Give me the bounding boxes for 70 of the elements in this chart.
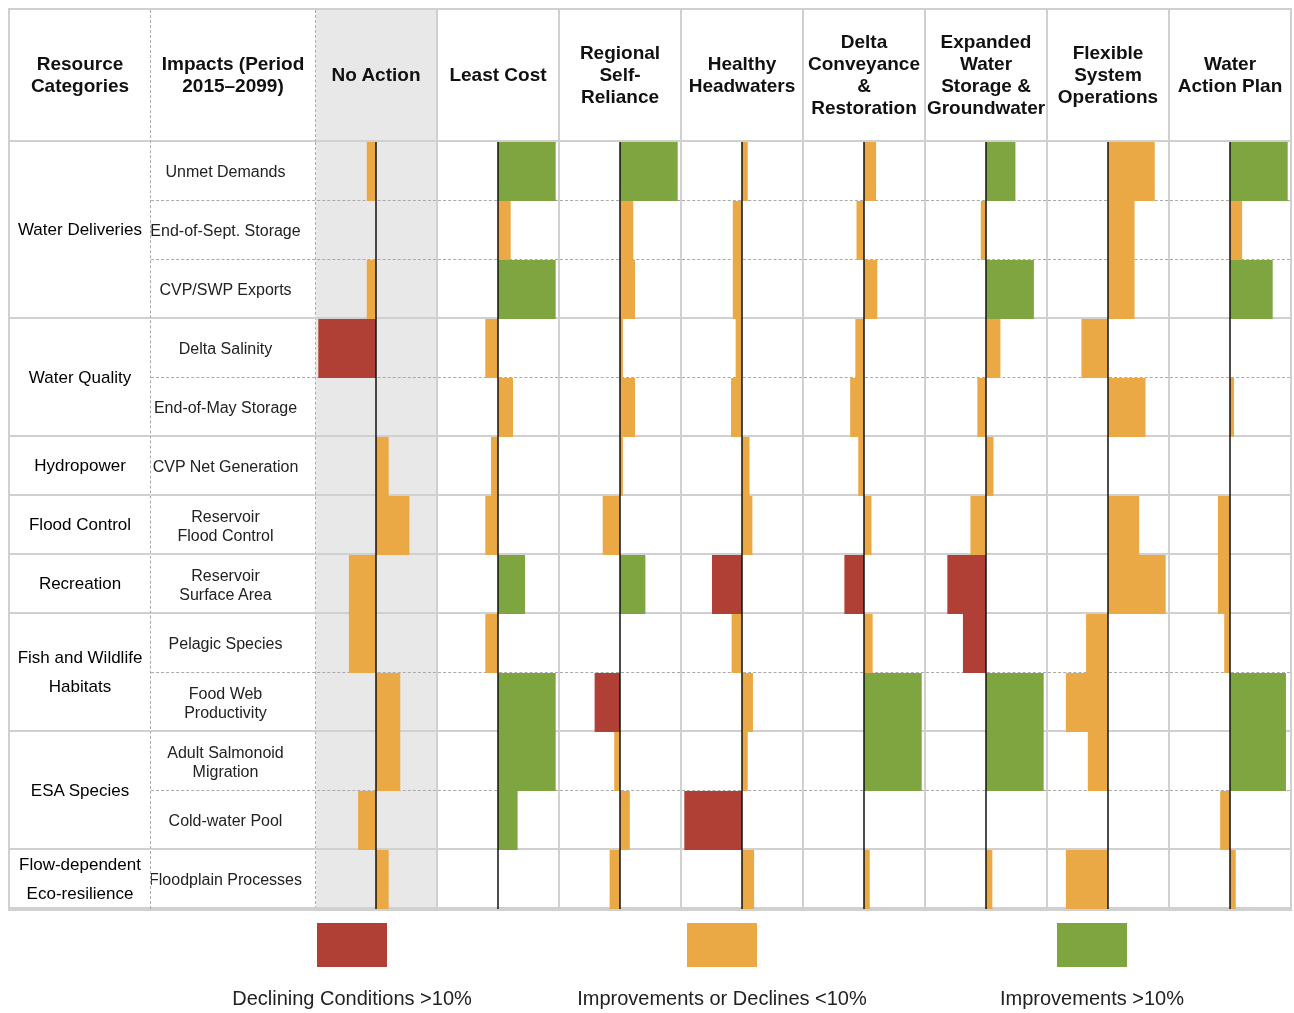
y-tick-label: Pelagic Species [168, 634, 283, 652]
y-tick-label: End-of-May Storage [153, 398, 298, 416]
text: Resource Categories [10, 10, 150, 142]
chart-title: Least Cost [438, 10, 558, 142]
bar [986, 260, 1034, 319]
chart-title: Expanded Water Storage & Groundwater [926, 10, 1046, 142]
bar [498, 260, 556, 319]
bar [986, 319, 1001, 378]
bar [498, 378, 513, 437]
bar [318, 319, 376, 378]
y-tick-label: Adult Salmonoid Migration [167, 743, 284, 780]
bar [602, 496, 620, 555]
y-tick-label: Delta Salinity [178, 339, 273, 357]
chart-title: No Action [316, 10, 436, 142]
bar [1230, 260, 1273, 319]
bar [498, 555, 526, 614]
bar [864, 496, 872, 555]
bar [1108, 378, 1146, 437]
bar [844, 555, 864, 614]
bar [864, 614, 873, 673]
text: Flood Control [10, 496, 150, 555]
bar [620, 791, 630, 850]
text: Recreation [10, 555, 150, 614]
y-tick-label: Reservoir Surface Area [179, 566, 272, 603]
text: Hydropower [10, 437, 150, 496]
chart-title: Delta Conveyance & Restoration [804, 10, 924, 142]
bar [1081, 319, 1108, 378]
y-tick-label: Unmet Demands [165, 162, 286, 180]
bar [1230, 201, 1243, 260]
bar [498, 201, 511, 260]
bar [1230, 142, 1288, 201]
bar [977, 378, 986, 437]
y-tick-label: CVP Net Generation [152, 457, 299, 475]
bar [864, 142, 877, 201]
bar [620, 142, 678, 201]
bar [358, 791, 376, 850]
y-tick-label: End-of-Sept. Storage [150, 221, 301, 239]
chart-title: Regional Self-Reliance [560, 10, 680, 142]
y-axis-title: Impacts (Period 2015–2099) [151, 10, 316, 142]
bar [498, 142, 556, 201]
text: Water Quality [10, 319, 150, 437]
legend-label: Improvements or Declines <10% [577, 987, 867, 1010]
legend-label: Improvements >10% [1000, 987, 1184, 1010]
y-tick-label: Cold-water Pool [168, 811, 283, 829]
bar [1065, 850, 1108, 909]
y-tick-label: Food Web Productivity [184, 684, 267, 721]
text: ESA Species [10, 732, 150, 850]
bar [684, 791, 742, 850]
bar [742, 850, 755, 909]
bar [485, 614, 498, 673]
bar [620, 555, 646, 614]
bar [986, 437, 994, 496]
legend-label: Declining Conditions >10% [232, 987, 472, 1010]
bar [376, 850, 389, 909]
text: Flow-dependent Eco-resilience [10, 850, 150, 909]
y-tick-label: Floodplain Processes [149, 870, 302, 888]
y-tick-label: CVP/SWP Exports [159, 280, 292, 298]
bar [1220, 791, 1230, 850]
bar [594, 673, 620, 732]
bar [712, 555, 742, 614]
bar [485, 319, 498, 378]
chart-title: Flexible System Operations [1048, 10, 1168, 142]
y-tick-label: Reservoir Flood Control [177, 507, 274, 544]
bar [864, 260, 878, 319]
bar [986, 142, 1016, 201]
text: Water Deliveries [10, 142, 150, 319]
text: Fish and Wildlife Habitats [10, 614, 150, 732]
chart-title: Water Action Plan [1170, 10, 1290, 142]
chart-title: Healthy Headwaters [682, 10, 802, 142]
bar [970, 496, 986, 555]
